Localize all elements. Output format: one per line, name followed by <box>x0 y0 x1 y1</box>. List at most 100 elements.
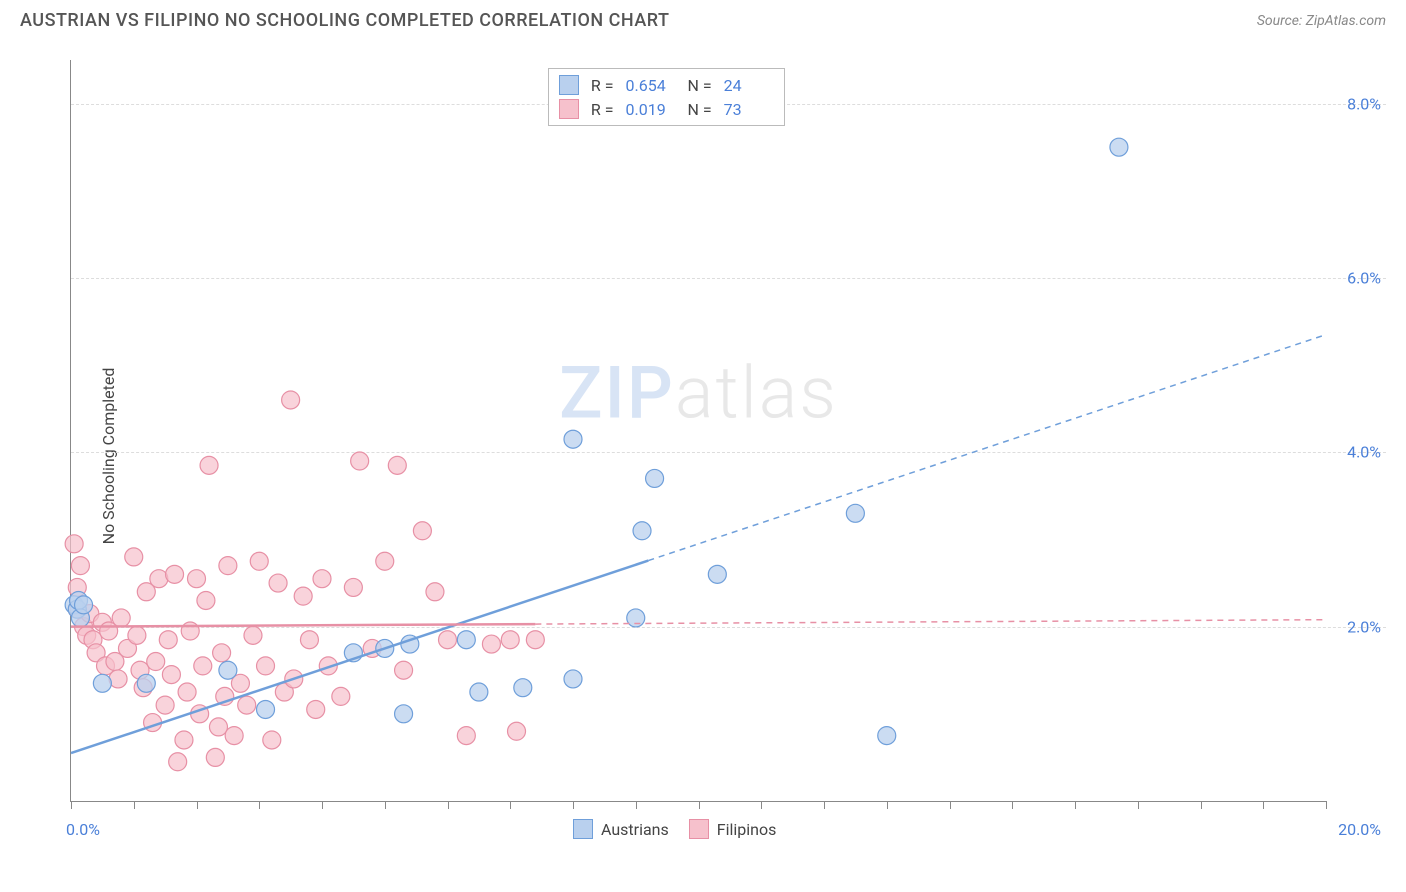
data-point-austrians <box>75 596 93 614</box>
data-point-filipinos <box>313 570 331 588</box>
data-point-filipinos <box>197 591 215 609</box>
y-tick-label: 2.0% <box>1347 617 1381 636</box>
x-tick <box>197 801 198 809</box>
data-point-filipinos <box>219 557 237 575</box>
data-point-austrians <box>137 674 155 692</box>
n-value-austrians: 24 <box>724 76 774 95</box>
stats-row-filipinos: R = 0.019 N = 73 <box>559 97 774 121</box>
data-point-filipinos <box>388 456 406 474</box>
plot-area: ZIPatlas 2.0%4.0%6.0%8.0% R = 0.654 N = … <box>70 60 1326 802</box>
data-point-austrians <box>219 661 237 679</box>
data-point-filipinos <box>156 696 174 714</box>
data-point-austrians <box>457 631 475 649</box>
data-point-austrians <box>633 522 651 540</box>
trend-line-dashed-austrians <box>648 335 1326 561</box>
y-tick-label: 6.0% <box>1347 268 1381 287</box>
x-tick <box>134 801 135 809</box>
data-point-filipinos <box>257 657 275 675</box>
data-point-filipinos <box>169 753 187 771</box>
data-point-filipinos <box>439 631 457 649</box>
data-point-austrians <box>470 683 488 701</box>
x-tick <box>1263 801 1264 809</box>
r-label: R = <box>591 100 614 119</box>
y-tick-label: 8.0% <box>1347 94 1381 113</box>
data-point-austrians <box>846 504 864 522</box>
legend-label-filipinos: Filipinos <box>717 820 777 839</box>
data-point-filipinos <box>194 657 212 675</box>
data-point-austrians <box>395 705 413 723</box>
x-tick <box>887 801 888 809</box>
data-point-filipinos <box>112 609 130 627</box>
swatch-filipinos <box>689 819 709 839</box>
data-point-filipinos <box>178 683 196 701</box>
x-tick <box>510 801 511 809</box>
data-point-filipinos <box>395 661 413 679</box>
x-tick <box>448 801 449 809</box>
chart-header: AUSTRIAN VS FILIPINO NO SCHOOLING COMPLE… <box>0 0 1406 37</box>
x-tick <box>1075 801 1076 809</box>
data-point-austrians <box>646 469 664 487</box>
data-point-filipinos <box>147 653 165 671</box>
data-point-filipinos <box>125 548 143 566</box>
y-tick-label: 4.0% <box>1347 443 1381 462</box>
data-point-filipinos <box>426 583 444 601</box>
x-tick <box>322 801 323 809</box>
data-point-filipinos <box>238 696 256 714</box>
x-tick <box>259 801 260 809</box>
data-point-filipinos <box>413 522 431 540</box>
data-point-filipinos <box>508 722 526 740</box>
x-tick <box>636 801 637 809</box>
data-point-austrians <box>1110 138 1128 156</box>
data-point-filipinos <box>307 700 325 718</box>
n-label: N = <box>688 100 712 119</box>
source-name: ZipAtlas.com <box>1306 13 1386 29</box>
data-point-filipinos <box>482 635 500 653</box>
data-point-filipinos <box>332 687 350 705</box>
legend-item-filipinos: Filipinos <box>689 819 777 839</box>
data-point-austrians <box>564 430 582 448</box>
x-tick <box>71 801 72 809</box>
chart-container: No Schooling Completed ZIPatlas 2.0%4.0%… <box>50 50 1386 862</box>
data-point-austrians <box>564 670 582 688</box>
swatch-austrians <box>573 819 593 839</box>
data-point-filipinos <box>188 570 206 588</box>
data-point-filipinos <box>501 631 519 649</box>
trend-line-dashed-filipinos <box>535 620 1326 624</box>
data-point-austrians <box>514 679 532 697</box>
data-point-filipinos <box>209 718 227 736</box>
data-point-filipinos <box>294 587 312 605</box>
data-point-austrians <box>257 700 275 718</box>
x-tick <box>699 801 700 809</box>
data-point-filipinos <box>206 748 224 766</box>
series-legend: Austrians Filipinos <box>573 819 776 839</box>
stats-row-austrians: R = 0.654 N = 24 <box>559 73 774 97</box>
data-point-filipinos <box>376 552 394 570</box>
x-tick <box>385 801 386 809</box>
data-point-filipinos <box>175 731 193 749</box>
data-point-filipinos <box>263 731 281 749</box>
data-point-filipinos <box>128 626 146 644</box>
x-tick <box>1138 801 1139 809</box>
data-point-filipinos <box>457 727 475 745</box>
data-point-filipinos <box>250 552 268 570</box>
data-point-filipinos <box>282 391 300 409</box>
scatter-svg <box>71 60 1326 801</box>
data-point-filipinos <box>162 666 180 684</box>
x-tick <box>1012 801 1013 809</box>
n-label: N = <box>688 76 712 95</box>
n-value-filipinos: 73 <box>724 100 774 119</box>
source-prefix: Source: <box>1257 13 1306 29</box>
x-tick <box>1201 801 1202 809</box>
data-point-filipinos <box>351 452 369 470</box>
x-tick <box>824 801 825 809</box>
data-point-filipinos <box>200 456 218 474</box>
data-point-filipinos <box>269 574 287 592</box>
stats-legend-box: R = 0.654 N = 24 R = 0.019 N = 73 <box>548 68 785 126</box>
data-point-filipinos <box>344 578 362 596</box>
data-point-filipinos <box>225 727 243 745</box>
data-point-filipinos <box>300 631 318 649</box>
data-point-filipinos <box>71 557 89 575</box>
data-point-austrians <box>878 727 896 745</box>
data-point-austrians <box>708 565 726 583</box>
trend-line-filipinos <box>71 624 535 627</box>
